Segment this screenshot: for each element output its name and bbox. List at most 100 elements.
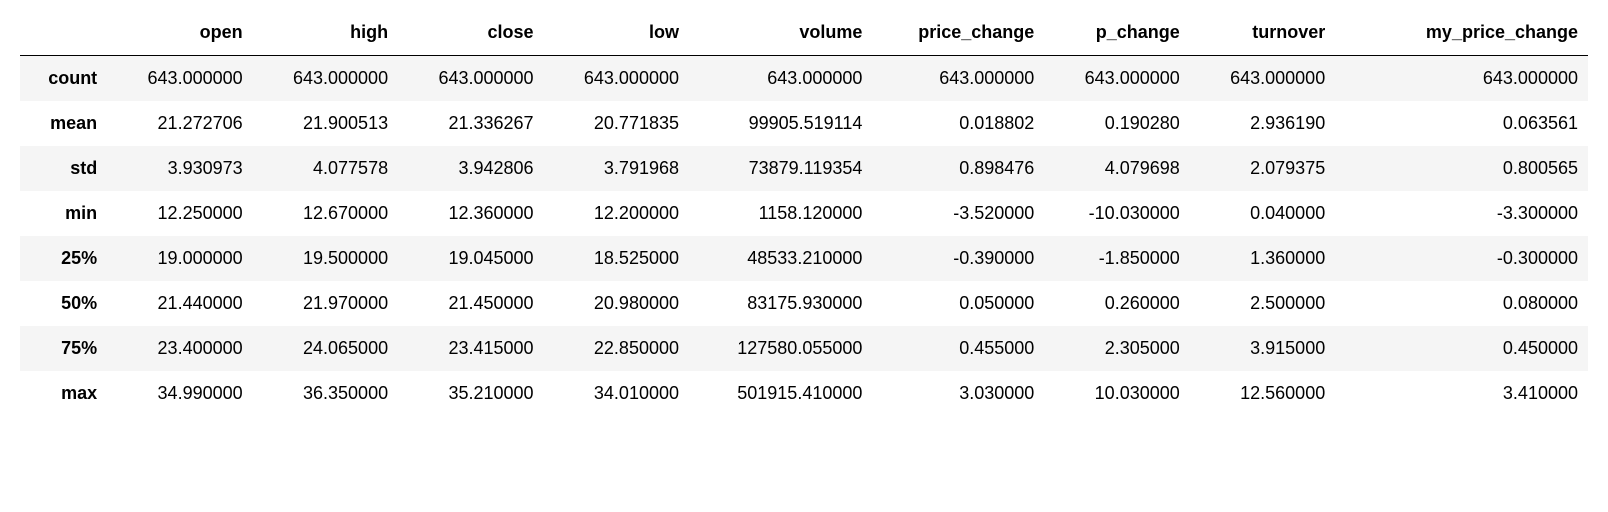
cell: 0.450000: [1335, 326, 1588, 371]
table-row: min 12.250000 12.670000 12.360000 12.200…: [20, 191, 1588, 236]
cell: 501915.410000: [689, 371, 872, 416]
col-header: close: [398, 10, 543, 56]
col-header: volume: [689, 10, 872, 56]
cell: 0.018802: [872, 101, 1044, 146]
cell: 12.200000: [544, 191, 689, 236]
cell: -3.300000: [1335, 191, 1588, 236]
cell: 3.915000: [1190, 326, 1335, 371]
table-row: 25% 19.000000 19.500000 19.045000 18.525…: [20, 236, 1588, 281]
cell: 0.040000: [1190, 191, 1335, 236]
table-row: std 3.930973 4.077578 3.942806 3.791968 …: [20, 146, 1588, 191]
cell: 23.415000: [398, 326, 543, 371]
table-row: max 34.990000 36.350000 35.210000 34.010…: [20, 371, 1588, 416]
col-header: p_change: [1044, 10, 1189, 56]
table-body: count 643.000000 643.000000 643.000000 6…: [20, 56, 1588, 417]
cell: 24.065000: [253, 326, 398, 371]
cell: 2.936190: [1190, 101, 1335, 146]
cell: 643.000000: [253, 56, 398, 102]
cell: 3.930973: [107, 146, 252, 191]
cell: 643.000000: [107, 56, 252, 102]
cell: 3.410000: [1335, 371, 1588, 416]
cell: 643.000000: [1190, 56, 1335, 102]
cell: 2.079375: [1190, 146, 1335, 191]
cell: 83175.930000: [689, 281, 872, 326]
corner-cell: [20, 10, 107, 56]
cell: 1158.120000: [689, 191, 872, 236]
col-header: price_change: [872, 10, 1044, 56]
cell: -0.300000: [1335, 236, 1588, 281]
cell: 35.210000: [398, 371, 543, 416]
table-row: mean 21.272706 21.900513 21.336267 20.77…: [20, 101, 1588, 146]
cell: 12.560000: [1190, 371, 1335, 416]
row-header: 50%: [20, 281, 107, 326]
cell: 127580.055000: [689, 326, 872, 371]
cell: 20.980000: [544, 281, 689, 326]
cell: 19.500000: [253, 236, 398, 281]
cell: 0.455000: [872, 326, 1044, 371]
cell: 4.079698: [1044, 146, 1189, 191]
cell: 3.791968: [544, 146, 689, 191]
cell: 0.080000: [1335, 281, 1588, 326]
cell: 36.350000: [253, 371, 398, 416]
header-row: open high close low volume price_change …: [20, 10, 1588, 56]
cell: -3.520000: [872, 191, 1044, 236]
row-header: 25%: [20, 236, 107, 281]
row-header: std: [20, 146, 107, 191]
cell: 19.000000: [107, 236, 252, 281]
cell: 3.942806: [398, 146, 543, 191]
cell: 0.898476: [872, 146, 1044, 191]
cell: 0.063561: [1335, 101, 1588, 146]
row-header: count: [20, 56, 107, 102]
cell: 99905.519114: [689, 101, 872, 146]
cell: 21.272706: [107, 101, 252, 146]
row-header: 75%: [20, 326, 107, 371]
cell: 0.800565: [1335, 146, 1588, 191]
cell: 12.250000: [107, 191, 252, 236]
cell: 34.990000: [107, 371, 252, 416]
describe-table: open high close low volume price_change …: [20, 10, 1588, 416]
cell: -10.030000: [1044, 191, 1189, 236]
row-header: max: [20, 371, 107, 416]
cell: -1.850000: [1044, 236, 1189, 281]
cell: 643.000000: [1044, 56, 1189, 102]
cell: 34.010000: [544, 371, 689, 416]
cell: 48533.210000: [689, 236, 872, 281]
col-header: turnover: [1190, 10, 1335, 56]
col-header: high: [253, 10, 398, 56]
cell: 19.045000: [398, 236, 543, 281]
cell: 0.260000: [1044, 281, 1189, 326]
cell: 20.771835: [544, 101, 689, 146]
cell: 10.030000: [1044, 371, 1189, 416]
cell: 23.400000: [107, 326, 252, 371]
cell: 0.190280: [1044, 101, 1189, 146]
cell: 643.000000: [1335, 56, 1588, 102]
cell: 2.305000: [1044, 326, 1189, 371]
cell: 73879.119354: [689, 146, 872, 191]
col-header: low: [544, 10, 689, 56]
table-row: count 643.000000 643.000000 643.000000 6…: [20, 56, 1588, 102]
table-row: 75% 23.400000 24.065000 23.415000 22.850…: [20, 326, 1588, 371]
cell: 21.450000: [398, 281, 543, 326]
col-header: my_price_change: [1335, 10, 1588, 56]
cell: 4.077578: [253, 146, 398, 191]
row-header: mean: [20, 101, 107, 146]
table-header: open high close low volume price_change …: [20, 10, 1588, 56]
cell: 21.336267: [398, 101, 543, 146]
cell: 22.850000: [544, 326, 689, 371]
row-header: min: [20, 191, 107, 236]
cell: 3.030000: [872, 371, 1044, 416]
cell: 21.970000: [253, 281, 398, 326]
cell: 643.000000: [689, 56, 872, 102]
cell: 12.670000: [253, 191, 398, 236]
cell: 21.440000: [107, 281, 252, 326]
cell: 21.900513: [253, 101, 398, 146]
cell: 1.360000: [1190, 236, 1335, 281]
cell: 2.500000: [1190, 281, 1335, 326]
cell: 643.000000: [544, 56, 689, 102]
cell: 18.525000: [544, 236, 689, 281]
cell: -0.390000: [872, 236, 1044, 281]
cell: 643.000000: [872, 56, 1044, 102]
cell: 0.050000: [872, 281, 1044, 326]
col-header: open: [107, 10, 252, 56]
cell: 643.000000: [398, 56, 543, 102]
